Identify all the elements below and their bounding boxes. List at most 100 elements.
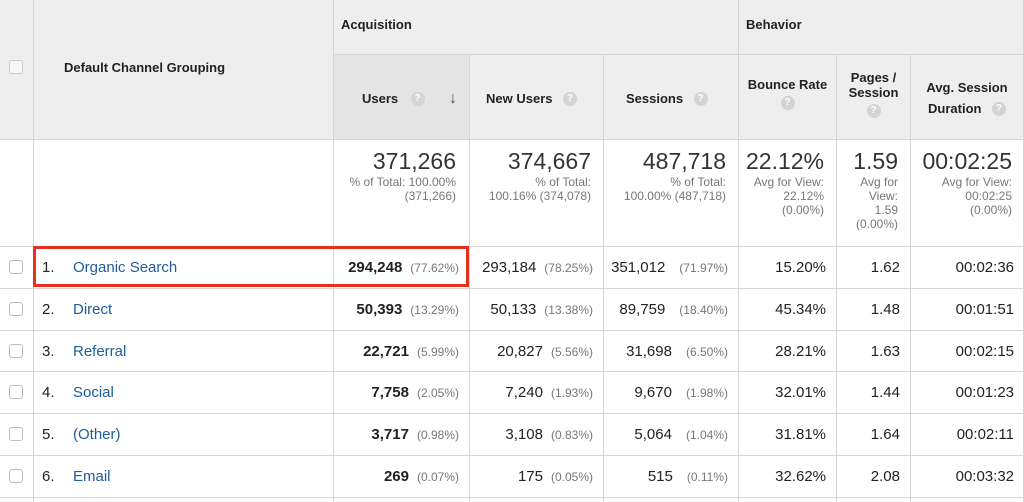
channel-link[interactable]: (Other) xyxy=(73,426,121,443)
sessions-cell: 351,012 (71.97%) xyxy=(604,259,728,277)
sorted-column-header-bg xyxy=(333,54,469,139)
totals-sessions: 487,718 % of Total: 100.00% (487,718) xyxy=(604,148,726,203)
bounce-rate-cell: 15.20% xyxy=(775,259,826,276)
totals-users-value: 371,266 xyxy=(372,148,456,174)
totals-bounce-value: 22.12% xyxy=(745,148,824,174)
sessions-value: 89,759 xyxy=(619,301,666,318)
avg-duration-cell: 00:01:23 xyxy=(955,384,1014,401)
sessions-value: 9,670 xyxy=(634,384,672,401)
totals-bounce-sub3: (0.00%) xyxy=(781,203,824,217)
channel-link[interactable]: Referral xyxy=(73,343,127,360)
totals-users-sub1: % of Total: 100.00% xyxy=(349,175,456,189)
row-index: 3. xyxy=(42,343,55,360)
pages-per-session-cell: 1.44 xyxy=(870,384,900,401)
users-cell: 3,717 (0.98%) xyxy=(334,426,459,444)
totals-pages-sub1: Avg for xyxy=(860,175,898,189)
totals-new-users-sub2: 100.16% (374,078) xyxy=(488,189,591,203)
help-icon[interactable]: ? xyxy=(562,91,577,106)
row-index: 5. xyxy=(42,426,55,443)
acquisition-group-header: Acquisition xyxy=(341,17,412,32)
new-users-value: 20,827 xyxy=(497,343,543,360)
avg-duration-cell: 00:02:11 xyxy=(956,426,1014,443)
users-cell: 294,248 (77.62%) xyxy=(334,259,459,277)
users-percent: (77.62%) xyxy=(410,261,459,275)
totals-pages-sub2: View: xyxy=(868,189,898,203)
select-all-checkbox[interactable] xyxy=(9,60,23,74)
channel-link[interactable]: Email xyxy=(73,468,111,485)
pages-per-session-cell: 1.48 xyxy=(870,301,900,318)
users-cell: 269 (0.07%) xyxy=(334,468,459,486)
totals-users: 371,266 % of Total: 100.00% (371,266) xyxy=(334,148,456,203)
new-users-column-header[interactable]: New Users ? xyxy=(486,90,577,108)
row-checkbox[interactable] xyxy=(9,427,23,441)
pages-per-session-cell: 2.08 xyxy=(870,468,900,485)
new-users-value: 3,108 xyxy=(505,426,543,443)
new-users-cell: 3,108 (0.83%) xyxy=(470,426,593,444)
row-checkbox[interactable] xyxy=(9,344,23,358)
users-cell: 7,758 (2.05%) xyxy=(334,384,459,402)
sessions-cell: 89,759 (18.40%) xyxy=(604,301,728,319)
bounce-rate-cell: 45.34% xyxy=(775,301,826,318)
sessions-value: 5,064 xyxy=(634,426,672,443)
new-users-percent: (78.25%) xyxy=(544,261,593,275)
new-users-cell: 50,133 (13.38%) xyxy=(470,301,593,319)
avg-duration-cell: 00:02:36 xyxy=(955,259,1014,276)
totals-bounce-sub2: 22.12% xyxy=(783,189,824,203)
new-users-percent: (13.38%) xyxy=(544,303,593,317)
duration-header-line1: Avg. Session xyxy=(926,80,1008,95)
help-icon[interactable]: ? xyxy=(991,101,1006,116)
bounce-rate-cell: 32.01% xyxy=(775,384,826,401)
sessions-value: 351,012 xyxy=(611,259,666,276)
users-percent: (0.07%) xyxy=(416,470,459,484)
avg-duration-cell: 00:01:51 xyxy=(955,301,1014,318)
users-value: 294,248 xyxy=(348,259,403,276)
sessions-percent: (71.97%) xyxy=(679,261,728,275)
totals-pages-sub3: 1.59 xyxy=(874,203,898,217)
channel-link[interactable]: Organic Search xyxy=(73,259,178,276)
users-value: 3,717 xyxy=(371,426,409,443)
totals-users-sub2: (371,266) xyxy=(404,189,456,203)
help-icon[interactable]: ? xyxy=(410,91,425,106)
totals-duration-sub1: Avg for View: xyxy=(941,175,1012,189)
channel-link[interactable]: Direct xyxy=(73,301,113,318)
sessions-value: 31,698 xyxy=(626,343,672,360)
row-checkbox[interactable] xyxy=(9,385,23,399)
users-column-header[interactable]: Users ? ↓ xyxy=(362,90,457,108)
row-index: 2. xyxy=(42,301,55,318)
channel-link[interactable]: Social xyxy=(73,384,114,401)
row-checkbox[interactable] xyxy=(9,260,23,274)
new-users-percent: (1.93%) xyxy=(550,386,593,400)
bounce-rate-cell: 31.81% xyxy=(775,426,826,443)
sort-descending-icon[interactable]: ↓ xyxy=(449,90,458,107)
totals-pages: 1.59 Avg for View: 1.59 (0.00%) xyxy=(837,148,898,231)
totals-pages-sub4: (0.00%) xyxy=(855,217,898,231)
behavior-group-header: Behavior xyxy=(746,17,802,32)
sessions-column-header[interactable]: Sessions ? xyxy=(626,90,708,108)
users-value: 22,721 xyxy=(363,343,409,360)
dimension-header[interactable]: Default Channel Grouping xyxy=(64,60,226,75)
avg-duration-cell: 00:02:15 xyxy=(955,343,1014,360)
pages-per-session-column-header[interactable]: Pages / Session ? xyxy=(837,70,910,118)
row-index: 1. xyxy=(42,259,55,276)
new-users-percent: (0.05%) xyxy=(550,470,593,484)
help-icon[interactable]: ? xyxy=(780,96,795,110)
duration-header-line2: Duration xyxy=(928,101,982,116)
users-value: 50,393 xyxy=(356,301,403,318)
totals-new-users-value: 374,667 xyxy=(507,148,591,174)
help-icon[interactable]: ? xyxy=(693,91,708,106)
new-users-value: 7,240 xyxy=(505,384,543,401)
help-icon[interactable]: ? xyxy=(866,104,881,118)
avg-session-duration-column-header[interactable]: Avg. Session Duration ? xyxy=(911,77,1023,119)
row-checkbox[interactable] xyxy=(9,302,23,316)
sessions-cell: 9,670 (1.98%) xyxy=(604,384,728,402)
users-percent: (5.99%) xyxy=(416,345,459,359)
bounce-rate-cell: 28.21% xyxy=(775,343,826,360)
bounce-rate-column-header[interactable]: Bounce Rate ? xyxy=(739,77,836,110)
row-checkbox[interactable] xyxy=(9,469,23,483)
new-users-value: 50,133 xyxy=(490,301,537,318)
new-users-cell: 293,184 (78.25%) xyxy=(470,259,593,277)
pages-per-session-cell: 1.64 xyxy=(870,426,900,443)
sessions-header-label: Sessions xyxy=(626,91,684,106)
bounce-rate-cell: 32.62% xyxy=(775,468,826,485)
